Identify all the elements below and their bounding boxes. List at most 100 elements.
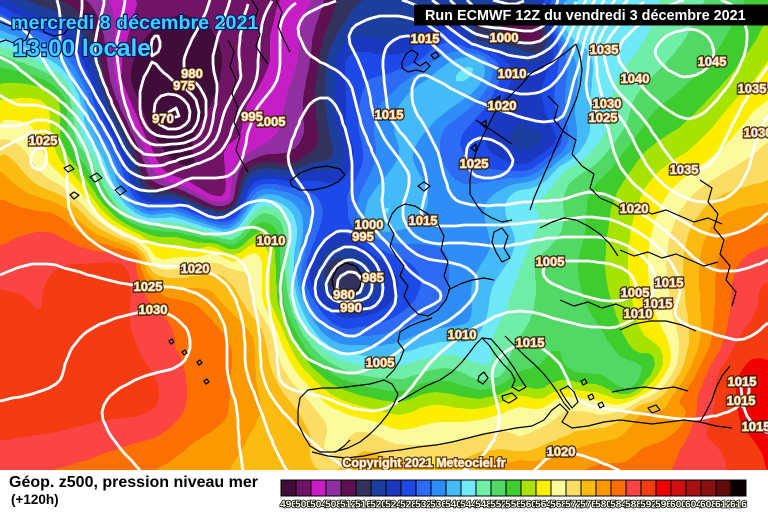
svg-text:985: 985 [362,270,384,285]
svg-text:1015: 1015 [375,107,404,122]
svg-text:584: 584 [610,500,627,511]
svg-text:1010: 1010 [448,327,477,342]
svg-text:1035: 1035 [590,42,619,57]
svg-text:980: 980 [333,287,355,302]
svg-text:1035: 1035 [590,42,619,57]
svg-text:544: 544 [460,500,477,511]
svg-text:1025: 1025 [134,279,163,294]
svg-text:568: 568 [550,500,567,511]
svg-text:1025: 1025 [589,110,618,125]
svg-text:1010: 1010 [257,233,286,248]
svg-text:596: 596 [655,500,672,511]
svg-text:1035: 1035 [738,81,767,96]
svg-text:995: 995 [241,109,263,124]
svg-text:504: 504 [310,500,327,511]
svg-text:1015: 1015 [516,335,545,350]
svg-text:1015: 1015 [411,31,440,46]
svg-text:1025: 1025 [29,133,58,148]
svg-text:1015: 1015 [742,419,768,434]
svg-text:1020: 1020 [620,201,649,216]
svg-text:1005: 1005 [366,355,395,370]
svg-text:995: 995 [352,229,374,244]
svg-text:1015: 1015 [644,296,673,311]
svg-text:1025: 1025 [29,133,58,148]
svg-text:980: 980 [333,287,355,302]
svg-text:592: 592 [640,500,657,511]
svg-text:1030: 1030 [744,125,768,140]
svg-text:1010: 1010 [448,327,477,342]
svg-text:1015: 1015 [375,107,404,122]
svg-text:1035: 1035 [738,81,767,96]
svg-text:1020: 1020 [181,261,210,276]
svg-text:608: 608 [700,500,717,511]
svg-text:1025: 1025 [29,133,58,148]
svg-text:516: 516 [355,500,372,511]
svg-text:1020: 1020 [181,261,210,276]
svg-text:990: 990 [340,300,362,315]
svg-text:1000: 1000 [355,217,384,232]
svg-text:1005: 1005 [536,254,565,269]
svg-text:1020: 1020 [488,98,517,113]
svg-text:1030: 1030 [744,125,768,140]
svg-text:1020: 1020 [620,201,649,216]
svg-text:1020: 1020 [488,98,517,113]
svg-text:512: 512 [340,500,357,511]
svg-text:1005: 1005 [621,285,650,300]
svg-text:536: 536 [430,500,447,511]
svg-text:1005: 1005 [257,114,286,129]
svg-text:1005: 1005 [536,254,565,269]
svg-text:1015: 1015 [655,275,684,290]
svg-text:970: 970 [152,111,174,126]
svg-text:1010: 1010 [498,66,527,81]
svg-text:616: 616 [730,500,747,511]
svg-text:1015: 1015 [411,31,440,46]
svg-text:1015: 1015 [727,393,756,408]
svg-text:1020: 1020 [488,98,517,113]
svg-text:1030: 1030 [593,96,622,111]
svg-text:1045: 1045 [698,54,727,69]
svg-text:604: 604 [685,500,702,511]
svg-text:Copyright 2021 Meteociel.fr: Copyright 2021 Meteociel.fr [342,456,505,470]
svg-text:572: 572 [565,500,582,511]
svg-text:Copyright 2021 Meteociel.fr: Copyright 2021 Meteociel.fr [342,456,505,470]
svg-text:13:00 locale: 13:00 locale [13,35,151,62]
svg-text:1015: 1015 [516,335,545,350]
svg-text:1000: 1000 [490,30,519,45]
svg-text:980: 980 [181,66,203,81]
svg-text:556: 556 [505,500,522,511]
svg-text:1005: 1005 [366,355,395,370]
svg-text:1005: 1005 [621,285,650,300]
svg-text:1010: 1010 [257,233,286,248]
svg-text:524: 524 [385,500,402,511]
svg-text:1035: 1035 [670,162,699,177]
svg-text:540: 540 [445,500,462,511]
svg-text:1020: 1020 [547,444,576,459]
svg-text:1005: 1005 [257,114,286,129]
svg-text:1000: 1000 [355,217,384,232]
svg-text:985: 985 [362,270,384,285]
svg-text:600: 600 [670,500,687,511]
svg-text:1030: 1030 [744,125,768,140]
svg-text:970: 970 [152,111,174,126]
svg-text:1025: 1025 [589,110,618,125]
svg-text:1005: 1005 [366,355,395,370]
svg-text:1015: 1015 [742,419,768,434]
svg-text:1015: 1015 [728,374,757,389]
svg-text:1035: 1035 [590,42,619,57]
svg-text:528: 528 [400,500,417,511]
svg-text:980: 980 [181,66,203,81]
svg-text:1005: 1005 [621,285,650,300]
svg-text:1030: 1030 [593,96,622,111]
svg-text:1025: 1025 [134,279,163,294]
svg-text:1045: 1045 [698,54,727,69]
svg-text:1020: 1020 [620,201,649,216]
svg-text:975: 975 [173,78,195,93]
svg-text:548: 548 [475,500,492,511]
svg-text:Copyright 2021 Meteociel.fr: Copyright 2021 Meteociel.fr [342,456,505,470]
svg-text:1030: 1030 [593,96,622,111]
svg-text:1015: 1015 [644,296,673,311]
svg-text:500: 500 [295,500,312,511]
svg-text:1035: 1035 [670,162,699,177]
svg-text:1010: 1010 [498,66,527,81]
svg-text:508: 508 [325,500,342,511]
